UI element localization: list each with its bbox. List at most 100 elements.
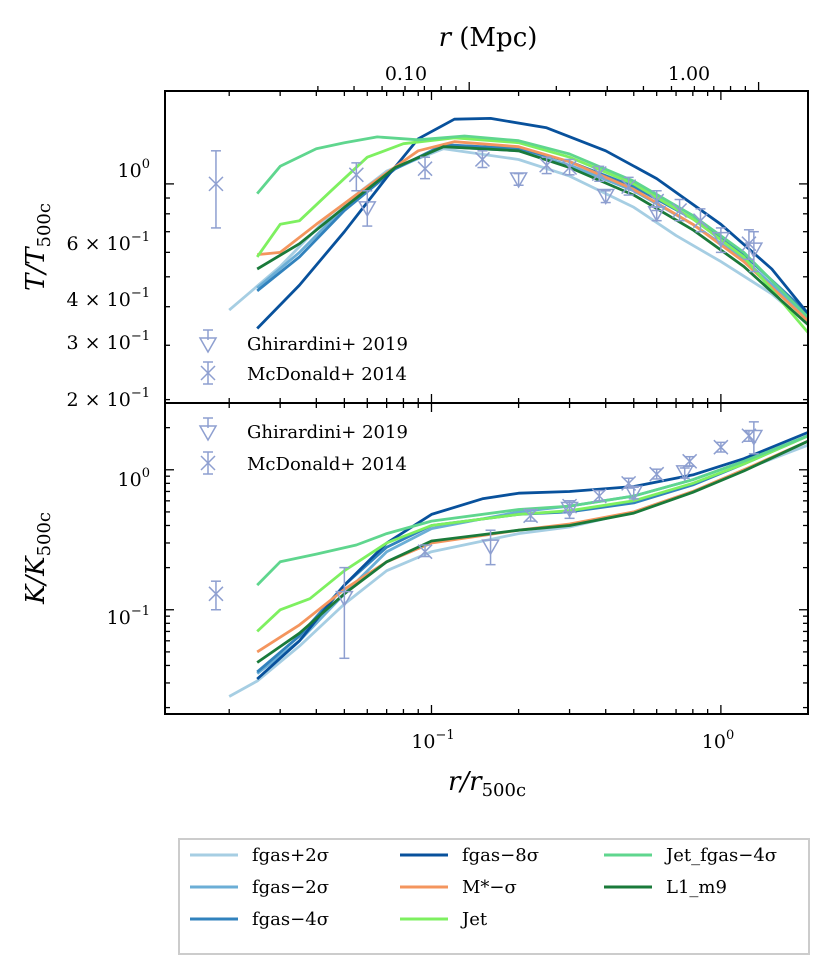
legend-label-fgas−2σ: fgas−2σ (252, 877, 329, 898)
entropy-y-title: K/K500c (21, 512, 55, 605)
temperature-mcdonald-point-11 (741, 229, 757, 260)
temperature-mcdonald-marker-b-6 (591, 166, 607, 182)
temperature-mcdonald-point-9 (672, 198, 688, 222)
temperature-ghirardini-point-1 (509, 172, 528, 189)
entropy-mcdonald-marker-b-1 (417, 544, 433, 560)
series-legend-frame (178, 838, 810, 955)
entropy-y-ticks: 100 10−1 (107, 466, 150, 629)
temperature-ytick-label-1: 6 × 10−1 (67, 230, 150, 255)
entropy-obs-legend: Ghirardini+ 2019 McDonald+ 2014 (198, 417, 408, 475)
temperature-mcdonald-point-3 (474, 150, 490, 169)
entropy-mcdonald-marker-b-3 (562, 498, 578, 514)
temperature-mcdonald-point-8 (649, 190, 665, 212)
entropy-mcdonald-point-9 (741, 428, 757, 444)
entropy-series-group (228, 431, 808, 698)
entropy-legend-mcdonald: McDonald+ 2014 (247, 454, 407, 475)
temperature-mcdonald-marker-b-5 (562, 159, 578, 176)
entropy-mcdonald-point-2 (523, 508, 539, 524)
entropy-mcdonald-point-8 (713, 439, 729, 455)
temperature-mcdonald-marker-b-4 (539, 157, 555, 173)
legend-label-fgas−8σ: fgas−8σ (462, 845, 539, 866)
top-axis-title: r (Mpc) (439, 23, 538, 53)
temperature-ghirardini-point-0 (357, 190, 377, 227)
temperature-mcdonald-marker-b-9 (672, 202, 688, 219)
temperature-mcdonald-marker-b-7 (621, 179, 637, 195)
entropy-mcdonald-point-6 (649, 466, 665, 482)
temperature-ytick-label-4: 2 × 10−1 (67, 386, 150, 411)
entropy-line-Jet (256, 434, 808, 633)
temperature-ghirardini-marker-5 (744, 242, 764, 259)
temperature-mcdonald-point-5 (562, 158, 578, 176)
top-tick-label-0: 0.10 (385, 63, 427, 85)
entropy-mcdonald-point-5 (621, 475, 637, 491)
ghirardini-legend-marker-2 (198, 417, 218, 442)
temperature-mcdonald-point-2 (417, 156, 433, 180)
x-axis-title: r/r500c (448, 767, 526, 801)
temperature-mcdonald-marker-b-3 (474, 151, 490, 167)
temperature-ghirardini-marker-2 (596, 188, 616, 206)
temperature-mcdonald-point-1 (348, 162, 364, 192)
temperature-mcdonald-marker-b-10 (692, 213, 708, 229)
entropy-mcdonald-marker-b-2 (523, 508, 539, 524)
legend-label-fgas+2σ: fgas+2σ (252, 845, 329, 866)
temperature-ghirardini-marker-4 (711, 231, 731, 249)
entropy-mcdonald-marker-b-8 (713, 439, 729, 455)
temperature-mcdonald-marker-b-1 (348, 167, 364, 183)
top-tick-label-1: 1.00 (668, 63, 710, 85)
entropy-ghirardini-point-0 (335, 566, 354, 660)
entropy-line-L1_m9 (256, 439, 808, 664)
entropy-ytick-label-1: 10−1 (107, 604, 150, 629)
legend-label-L1_m9: L1_m9 (666, 877, 727, 898)
temperature-ytick-label-3: 3 × 10−1 (67, 329, 150, 354)
temperature-mcdonald-point-6 (591, 165, 607, 182)
entropy-mcdonald-marker-b-6 (649, 466, 665, 482)
entropy-line-Jet_fgas−4σ (256, 434, 808, 587)
entropy-panel-frame (164, 402, 809, 715)
temperature-mcdonald-point-0 (208, 150, 224, 229)
temperature-ghirardini-point-4 (711, 227, 731, 254)
entropy-ghirardini-marker-0 (335, 590, 354, 608)
temperature-ghirardini-marker-1 (509, 172, 528, 189)
temperature-ytick-label-2: 4 × 10−1 (67, 286, 150, 311)
temperature-panel (165, 82, 809, 403)
temperature-mcdonald-marker-b-2 (417, 161, 433, 177)
temperature-mcdonald-point-7 (621, 176, 637, 196)
axis-labels: r (Mpc) 0.10 1.00 10−1 100 r/r500c T/T50… (21, 23, 734, 801)
entropy-ghirardini-marker-1 (481, 539, 500, 556)
entropy-panel (165, 402, 809, 714)
entropy-ytick-label-0: 100 (118, 466, 150, 491)
temperature-line-M*−σ (257, 140, 808, 322)
temperature-mcdonald-point-4 (539, 156, 555, 175)
temperature-ytick-label-0: 100 (118, 157, 150, 182)
temperature-y-title: T/T500c (21, 203, 55, 291)
entropy-mcdonald-marker-b-9 (741, 428, 757, 444)
entropy-line-fgas+2σ (228, 443, 808, 698)
temperature-series-group (228, 117, 808, 334)
temperature-ghirardini-point-2 (596, 188, 616, 206)
entropy-mcdonald-marker-b-0 (208, 586, 224, 602)
x-tick-label-0: 10−1 (411, 728, 454, 753)
temperature-mcdonald-marker-b-0 (208, 176, 224, 192)
legend-label-Jet_fgas−4σ: Jet_fgas−4σ (664, 845, 777, 866)
temperature-legend-mcdonald: McDonald+ 2014 (247, 364, 407, 385)
entropy-mcdonald-marker-b-4 (591, 488, 607, 504)
mcdonald-legend-marker (200, 361, 216, 385)
temperature-legend-ghirardini: Ghirardini+ 2019 (247, 334, 408, 355)
entropy-mcdonald-marker-b-7 (682, 453, 698, 469)
entropy-mcdonald-point-4 (591, 488, 607, 504)
entropy-ghirardini-marker-3 (624, 485, 644, 502)
temperature-line-Jet_fgas−4σ (256, 134, 808, 319)
mcdonald-legend-marker-2 (200, 451, 216, 475)
legend-label-fgas−4σ: fgas−4σ (252, 909, 329, 930)
entropy-mcdonald-point-1 (417, 544, 433, 560)
x-tick-label-1: 100 (702, 728, 734, 753)
series-legend: fgas+2σ fgas−2σ fgas−4σ fgas−8σ M*−σ Jet Jet_f… (178, 838, 810, 955)
temperature-y-ticks: 100 6 × 10−1 4 × 10−1 3 × 10−1 2 × 10−1 (67, 157, 150, 411)
entropy-mcdonald-marker-b-5 (621, 475, 637, 491)
entropy-mcdonald-point-0 (208, 580, 224, 611)
ghirardini-legend-marker (198, 329, 218, 354)
entropy-mcdonald-point-7 (682, 453, 698, 469)
temperature-obs-legend: Ghirardini+ 2019 McDonald+ 2014 (198, 329, 408, 385)
legend-label-M*−σ: M*−σ (462, 877, 517, 898)
